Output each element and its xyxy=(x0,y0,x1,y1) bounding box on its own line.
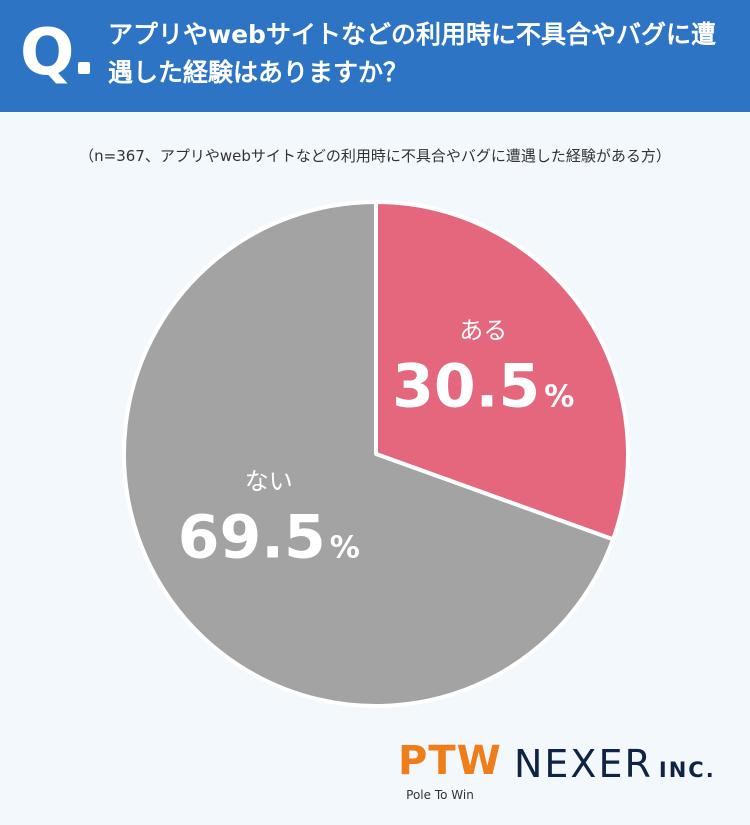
nexer-logo-name: NEXER xyxy=(514,742,653,786)
pie-slice-nai xyxy=(122,200,616,708)
slice-label-nai: ない xyxy=(245,467,293,495)
slice-value-aru: 30.5% xyxy=(392,352,574,422)
question-text: アプリやwebサイトなどの利用時に不具合やバグに遭遇した経験はありますか？ xyxy=(108,20,716,87)
nexer-logo-suffix: INC. xyxy=(658,758,716,782)
slice-label-aru: ある xyxy=(459,317,507,345)
pie-slice-aru xyxy=(374,200,630,542)
slice-value-nai: 69.5% xyxy=(178,502,360,572)
nexer-logo: NEXER INC. xyxy=(514,742,716,786)
ptw-logo-subtitle: Pole To Win xyxy=(406,788,474,802)
question-header: Q アプリやwebサイトなどの利用時に不具合やバグに遭遇した経験はありますか？ xyxy=(0,0,750,112)
sample-note: （n=367、アプリやwebサイトなどの利用時に不具合やバグに遭遇した経験がある… xyxy=(79,147,671,165)
q-mark: Q xyxy=(20,16,74,90)
ptw-logo-mark: PTW xyxy=(398,738,502,784)
q-dot xyxy=(78,62,90,74)
ptw-logo: PTW Pole To Win xyxy=(398,738,502,802)
